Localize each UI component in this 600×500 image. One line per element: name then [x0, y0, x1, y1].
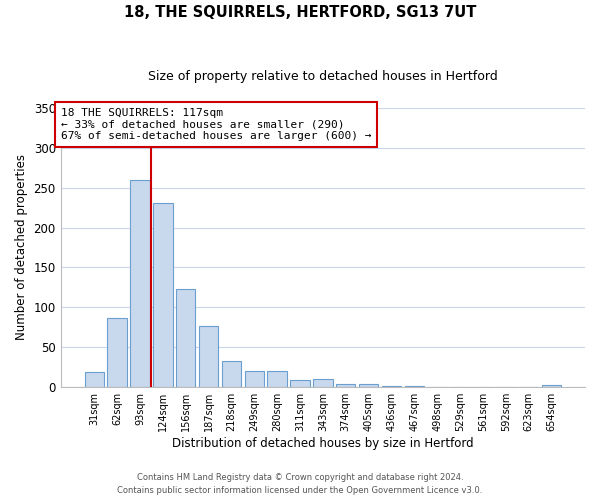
Bar	[199, 326, 218, 387]
X-axis label: Distribution of detached houses by size in Hertford: Distribution of detached houses by size …	[172, 437, 473, 450]
Bar	[153, 203, 173, 387]
Title: Size of property relative to detached houses in Hertford: Size of property relative to detached ho…	[148, 70, 498, 83]
Bar	[107, 318, 127, 387]
Bar	[221, 361, 241, 387]
Y-axis label: Number of detached properties: Number of detached properties	[15, 154, 28, 340]
Bar	[176, 289, 196, 387]
Text: Contains HM Land Registry data © Crown copyright and database right 2024.
Contai: Contains HM Land Registry data © Crown c…	[118, 474, 482, 495]
Bar	[85, 372, 104, 387]
Bar	[130, 180, 149, 387]
Bar	[542, 385, 561, 387]
Bar	[268, 371, 287, 387]
Text: 18, THE SQUIRRELS, HERTFORD, SG13 7UT: 18, THE SQUIRRELS, HERTFORD, SG13 7UT	[124, 5, 476, 20]
Bar	[382, 386, 401, 387]
Bar	[313, 379, 332, 387]
Bar	[336, 384, 355, 387]
Bar	[404, 386, 424, 387]
Bar	[359, 384, 378, 387]
Text: 18 THE SQUIRRELS: 117sqm
← 33% of detached houses are smaller (290)
67% of semi-: 18 THE SQUIRRELS: 117sqm ← 33% of detach…	[61, 108, 371, 141]
Bar	[245, 371, 264, 387]
Bar	[290, 380, 310, 387]
